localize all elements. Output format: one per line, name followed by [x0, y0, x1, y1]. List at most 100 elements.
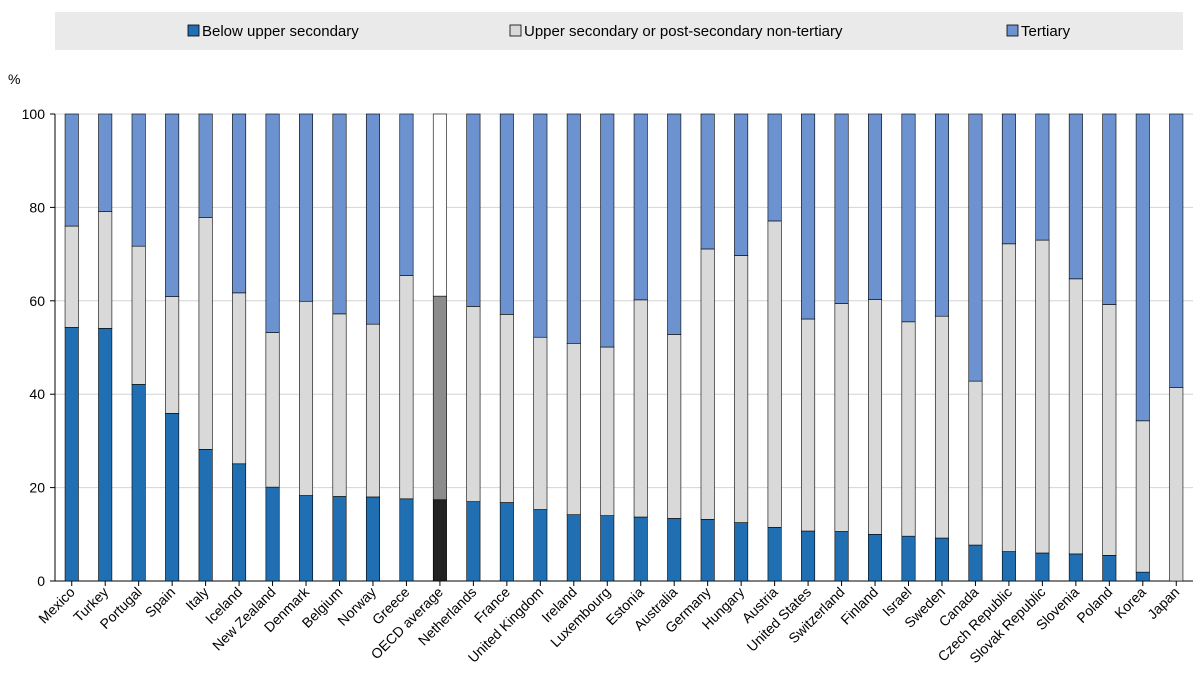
bar-austria-tertiary	[767, 113, 782, 222]
bar-new-zealand-tertiary	[265, 113, 280, 333]
grid	[55, 113, 1193, 582]
bar-korea-below-upper-secondary	[1135, 571, 1150, 582]
x-tick-label: Italy	[182, 584, 211, 613]
bar-japan-tertiary	[1169, 113, 1184, 388]
bar-israel-upper-secondary	[901, 321, 916, 537]
bar-hungary-tertiary	[734, 113, 749, 256]
bar-switzerland-below-upper-secondary	[834, 531, 849, 582]
bar-iceland-upper-secondary	[232, 292, 247, 465]
bar-switzerland-tertiary	[834, 113, 849, 304]
bar-united-kingdom-upper-secondary	[533, 336, 548, 510]
bar-united-states-upper-secondary	[801, 318, 816, 532]
y-tick-label: 40	[29, 386, 45, 402]
bar-oecd-average-upper-secondary	[432, 295, 447, 501]
bar-canada-below-upper-secondary	[968, 544, 983, 582]
legend-box	[55, 12, 1183, 50]
legend-swatch-upper-secondary	[509, 24, 522, 37]
bar-switzerland-upper-secondary	[834, 303, 849, 532]
bars	[64, 113, 1184, 582]
x-tick-label: Japan	[1144, 584, 1182, 622]
bar-norway-upper-secondary	[365, 323, 380, 498]
bar-italy-tertiary	[198, 113, 213, 218]
bar-oecd-average-below-upper-secondary	[432, 499, 447, 582]
bar-netherlands-upper-secondary	[466, 306, 481, 502]
y-tick-label: 60	[29, 293, 45, 309]
bar-sweden-below-upper-secondary	[934, 537, 949, 582]
bar-oecd-average-tertiary	[432, 113, 447, 297]
bar-slovenia-below-upper-secondary	[1068, 553, 1083, 582]
bar-netherlands-below-upper-secondary	[466, 501, 481, 582]
y-tick-label: 80	[29, 199, 45, 215]
bar-canada-upper-secondary	[968, 380, 983, 546]
bar-france-tertiary	[499, 113, 514, 315]
bar-finland-below-upper-secondary	[868, 533, 883, 582]
bar-hungary-below-upper-secondary	[734, 522, 749, 582]
bar-belgium-upper-secondary	[332, 313, 347, 497]
bar-portugal-below-upper-secondary	[131, 384, 146, 582]
legend: Below upper secondary Upper secondary or …	[187, 23, 1071, 40]
bar-austria-upper-secondary	[767, 220, 782, 528]
bar-czech-republic-tertiary	[1001, 113, 1016, 245]
bar-portugal-upper-secondary	[131, 245, 146, 385]
bar-israel-tertiary	[901, 113, 916, 323]
bar-netherlands-tertiary	[466, 113, 481, 307]
bar-mexico-tertiary	[64, 113, 79, 227]
bar-slovak-republic-upper-secondary	[1035, 239, 1050, 554]
bar-belgium-tertiary	[332, 113, 347, 315]
bar-sweden-upper-secondary	[934, 315, 949, 539]
bar-estonia-upper-secondary	[633, 299, 648, 518]
bar-united-states-below-upper-secondary	[801, 530, 816, 582]
bar-finland-tertiary	[868, 113, 883, 300]
bar-austria-below-upper-secondary	[767, 526, 782, 582]
bar-korea-upper-secondary	[1135, 420, 1150, 573]
bar-israel-below-upper-secondary	[901, 535, 916, 582]
legend-label-below-upper-secondary: Below upper secondary	[202, 23, 359, 40]
bar-greece-tertiary	[399, 113, 414, 276]
bar-greece-below-upper-secondary	[399, 498, 414, 582]
bar-ireland-upper-secondary	[566, 342, 581, 515]
bar-norway-below-upper-secondary	[365, 496, 380, 582]
bar-canada-tertiary	[968, 113, 983, 382]
bar-new-zealand-below-upper-secondary	[265, 486, 280, 582]
bar-mexico-below-upper-secondary	[64, 327, 79, 582]
bar-spain-below-upper-secondary	[165, 413, 180, 582]
x-tick-label: Korea	[1111, 584, 1149, 622]
x-tick-label: Finland	[837, 584, 881, 628]
x-tick-label: Poland	[1073, 584, 1115, 626]
bar-turkey-tertiary	[98, 113, 113, 212]
bar-germany-tertiary	[700, 113, 715, 250]
bar-australia-upper-secondary	[667, 334, 682, 519]
bar-denmark-tertiary	[299, 113, 314, 302]
bar-poland-below-upper-secondary	[1102, 555, 1117, 582]
bar-hungary-upper-secondary	[734, 255, 749, 523]
bar-greece-upper-secondary	[399, 275, 414, 500]
y-tick-label: 0	[37, 573, 45, 589]
bar-denmark-upper-secondary	[299, 300, 314, 496]
bar-poland-upper-secondary	[1102, 304, 1117, 556]
bar-denmark-below-upper-secondary	[299, 495, 314, 582]
bar-estonia-below-upper-secondary	[633, 516, 648, 582]
bar-mexico-upper-secondary	[64, 225, 79, 328]
y-tick-label: 20	[29, 480, 45, 496]
bar-norway-tertiary	[365, 113, 380, 325]
bar-sweden-tertiary	[934, 113, 949, 317]
x-tick-label: Spain	[142, 584, 179, 621]
bar-spain-tertiary	[165, 113, 180, 297]
bar-finland-upper-secondary	[868, 299, 883, 535]
bar-slovenia-upper-secondary	[1068, 278, 1083, 555]
bar-luxembourg-tertiary	[600, 113, 615, 348]
bar-korea-tertiary	[1135, 113, 1150, 422]
bar-turkey-upper-secondary	[98, 211, 113, 329]
bar-italy-below-upper-secondary	[198, 449, 213, 582]
bar-slovak-republic-tertiary	[1035, 113, 1050, 241]
bar-ireland-below-upper-secondary	[566, 514, 581, 582]
bar-united-states-tertiary	[801, 113, 816, 320]
bar-estonia-tertiary	[633, 113, 648, 301]
bar-czech-republic-below-upper-secondary	[1001, 551, 1016, 582]
bar-iceland-below-upper-secondary	[232, 463, 247, 582]
y-tick-label: 100	[22, 106, 46, 122]
bar-germany-upper-secondary	[700, 248, 715, 520]
bar-australia-below-upper-secondary	[667, 518, 682, 582]
